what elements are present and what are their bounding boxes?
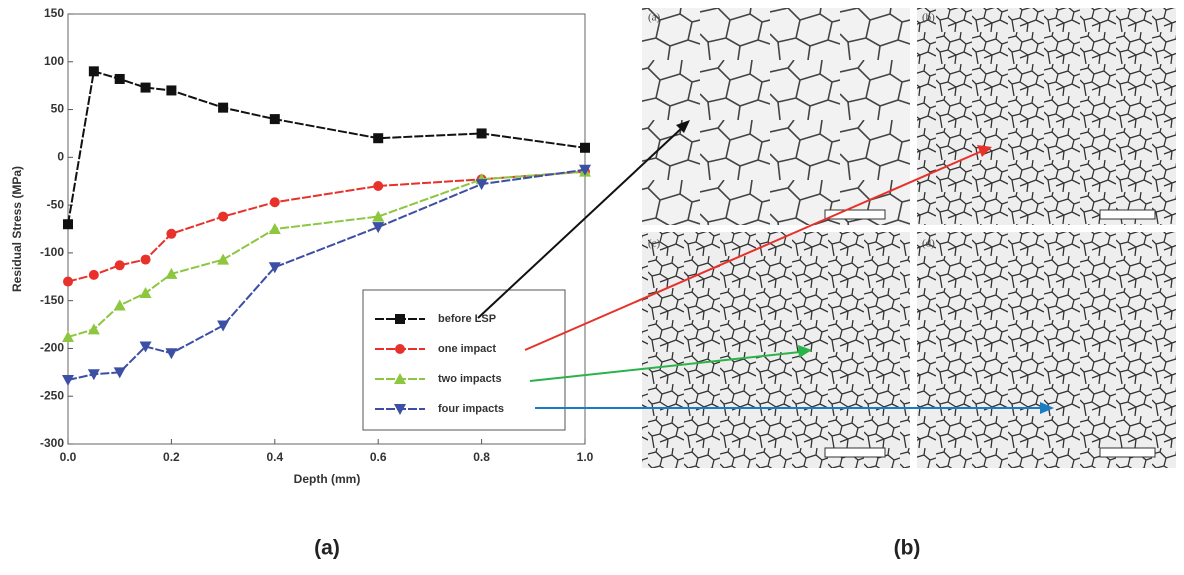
legend: before LSP one impact two impacts four impa… xyxy=(375,313,504,415)
panel-label: (d) xyxy=(922,238,935,250)
data-point xyxy=(62,374,74,386)
data-point xyxy=(372,222,385,234)
data-point xyxy=(580,142,590,153)
panel-label: (c) xyxy=(648,238,661,250)
micrograph xyxy=(642,8,910,225)
data-point xyxy=(269,197,280,208)
data-point xyxy=(114,73,125,84)
data-point xyxy=(373,133,384,144)
data-point xyxy=(476,128,487,139)
arrow xyxy=(529,351,801,382)
data-point xyxy=(87,323,100,335)
data-point xyxy=(165,348,178,360)
data-point xyxy=(372,210,385,222)
y-tick-label: -100 xyxy=(40,245,64,259)
data-point xyxy=(88,269,99,280)
data-point xyxy=(139,287,152,299)
data-point xyxy=(268,262,281,274)
caption: (b) xyxy=(894,537,921,560)
data-point xyxy=(217,253,230,265)
data-point xyxy=(114,260,125,271)
data-point xyxy=(63,219,73,230)
caption: (a) xyxy=(314,537,340,560)
y-tick-label: -300 xyxy=(40,436,64,450)
arrow xyxy=(477,125,685,319)
data-point xyxy=(579,164,591,176)
data-point xyxy=(139,341,152,353)
arrow xyxy=(524,150,983,351)
data-point xyxy=(113,299,126,311)
series-line xyxy=(67,170,586,338)
x-axis-label: Depth (mm) xyxy=(294,472,361,486)
scale-bar xyxy=(824,209,886,220)
y-tick-label: 100 xyxy=(44,54,64,68)
y-tick-label: -250 xyxy=(40,388,64,402)
data-point xyxy=(88,66,99,77)
data-point xyxy=(140,254,151,265)
data-point xyxy=(165,267,178,279)
legend-marker xyxy=(395,314,405,324)
y-tick-label: 150 xyxy=(44,6,64,20)
y-tick-label: -150 xyxy=(40,293,64,307)
arrows xyxy=(477,120,1054,414)
data-point xyxy=(166,228,177,239)
legend-marker xyxy=(394,373,406,384)
x-tick-label: 0.8 xyxy=(473,450,490,464)
x-tick-label: 0.6 xyxy=(370,450,387,464)
panel-label: (b) xyxy=(922,12,935,24)
legend-label: one impact xyxy=(438,343,496,355)
y-tick-label: -200 xyxy=(40,341,64,355)
y-tick-label: 50 xyxy=(51,102,65,116)
micrograph xyxy=(917,232,1176,468)
data-point xyxy=(268,223,281,234)
legend-label: two impacts xyxy=(438,373,502,385)
series-line xyxy=(67,168,586,381)
arrow-head xyxy=(676,120,690,133)
data-point xyxy=(166,85,177,96)
arrow-head xyxy=(1040,402,1054,414)
data-point xyxy=(269,114,280,125)
x-tick-label: 0.4 xyxy=(266,450,283,464)
data-point xyxy=(113,367,126,379)
x-tick-label: 0.0 xyxy=(60,450,77,464)
data-point xyxy=(217,320,230,332)
scale-bar xyxy=(1099,209,1156,220)
panel-label: (a) xyxy=(648,12,661,24)
micrograph xyxy=(642,232,910,468)
micrograph xyxy=(917,8,1176,225)
arrow-head xyxy=(977,145,992,157)
legend-marker xyxy=(394,404,406,415)
scale-bar xyxy=(1099,447,1156,458)
data-point xyxy=(218,211,229,222)
y-axis-label: Residual Stress (MPa) xyxy=(10,166,24,292)
legend-label: four impacts xyxy=(438,403,504,415)
y-tick-label: 0 xyxy=(57,150,64,164)
legend-label: before LSP xyxy=(438,313,496,325)
x-tick-label: 0.2 xyxy=(163,450,180,464)
x-tick-label: 1.0 xyxy=(577,450,594,464)
data-point xyxy=(63,276,73,287)
y-tick-label: -50 xyxy=(47,197,65,211)
data-point xyxy=(218,102,229,113)
scale-bar xyxy=(824,447,886,458)
data-point xyxy=(140,82,151,93)
data-point xyxy=(87,369,100,381)
series-line xyxy=(67,170,586,283)
micrographs: (a) (b) (c) (d) xyxy=(642,8,1176,468)
data-point xyxy=(475,179,488,191)
series-line xyxy=(67,70,586,225)
data-point xyxy=(373,181,384,191)
legend-marker xyxy=(395,344,405,354)
data-point xyxy=(62,330,74,342)
arrow-head xyxy=(798,345,812,358)
